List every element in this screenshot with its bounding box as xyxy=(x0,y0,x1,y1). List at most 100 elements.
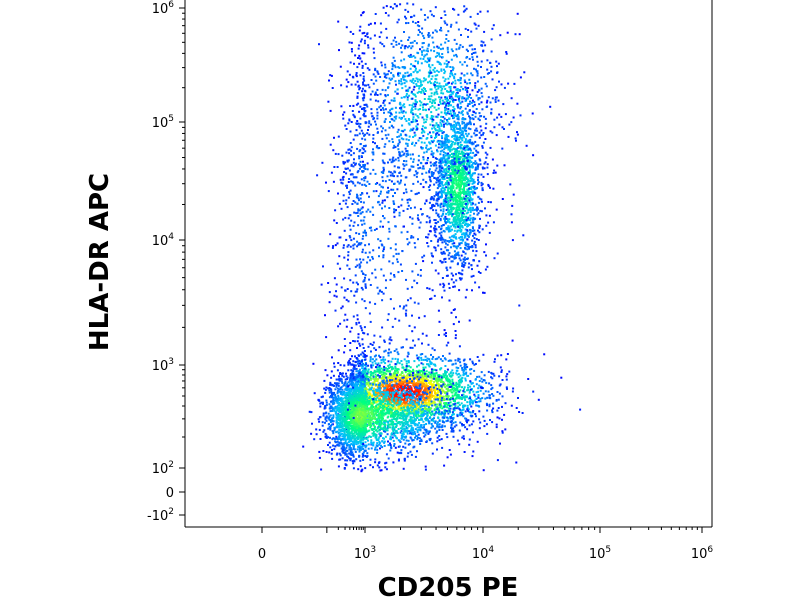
data-point xyxy=(401,403,404,406)
data-point xyxy=(385,383,388,386)
data-point xyxy=(360,425,363,428)
data-point xyxy=(377,439,380,442)
data-point xyxy=(481,380,484,383)
data-point xyxy=(416,393,419,396)
data-point xyxy=(469,368,471,371)
data-point xyxy=(412,375,415,378)
data-point xyxy=(469,358,472,361)
data-point xyxy=(364,401,367,404)
data-point xyxy=(393,418,396,420)
data-point xyxy=(493,360,496,363)
data-point xyxy=(474,395,477,398)
data-point xyxy=(385,370,388,373)
data-point xyxy=(372,364,375,367)
data-point xyxy=(396,374,398,377)
data-point xyxy=(384,466,387,469)
data-point xyxy=(380,422,383,425)
data-point xyxy=(418,395,421,398)
data-point xyxy=(368,397,371,400)
data-point xyxy=(458,381,461,384)
data-point xyxy=(434,398,437,401)
data-point xyxy=(401,425,404,428)
data-point xyxy=(385,397,388,400)
data-point xyxy=(352,455,355,458)
data-point xyxy=(466,407,469,409)
data-point xyxy=(418,389,421,391)
data-point xyxy=(362,420,365,423)
data-point xyxy=(331,356,333,359)
data-point xyxy=(353,460,356,463)
data-point xyxy=(347,407,350,410)
data-point xyxy=(472,390,475,393)
data-point xyxy=(337,432,340,435)
data-point xyxy=(497,398,500,401)
data-point xyxy=(346,444,349,447)
data-point xyxy=(358,387,361,390)
data-point xyxy=(491,377,494,380)
data-point xyxy=(433,417,435,420)
data-point xyxy=(486,409,489,412)
data-point xyxy=(423,435,426,438)
data-point xyxy=(345,325,348,328)
data-point xyxy=(369,408,372,411)
data-point xyxy=(345,438,347,441)
data-point xyxy=(387,423,390,426)
data-point xyxy=(427,406,430,409)
data-point xyxy=(368,407,371,410)
data-point xyxy=(378,424,381,427)
data-point xyxy=(370,403,373,406)
data-point xyxy=(385,391,388,394)
data-point xyxy=(369,382,372,385)
data-point xyxy=(420,440,423,442)
data-point xyxy=(418,402,420,405)
data-point xyxy=(384,428,387,431)
data-point xyxy=(388,370,391,373)
data-point xyxy=(409,424,412,427)
data-point xyxy=(422,393,425,396)
data-point xyxy=(399,398,402,400)
data-point xyxy=(392,439,395,442)
data-point xyxy=(501,418,503,421)
data-point xyxy=(347,433,350,436)
data-point xyxy=(395,404,398,407)
data-point xyxy=(470,398,473,401)
data-point xyxy=(423,412,426,415)
data-point xyxy=(356,358,359,361)
data-point xyxy=(370,441,373,444)
data-point xyxy=(449,398,452,401)
data-point xyxy=(345,442,348,445)
data-point xyxy=(454,402,457,405)
data-point xyxy=(434,421,437,424)
data-point xyxy=(428,371,431,374)
data-point xyxy=(364,364,366,367)
data-point xyxy=(327,444,329,446)
data-point xyxy=(414,455,417,458)
data-point xyxy=(379,469,382,472)
data-point xyxy=(462,396,464,399)
data-point xyxy=(479,386,482,389)
data-point xyxy=(412,446,415,449)
data-point xyxy=(446,406,449,409)
data-point xyxy=(339,422,341,425)
data-point xyxy=(367,379,370,382)
data-point xyxy=(364,417,367,420)
data-point xyxy=(424,384,427,387)
data-point xyxy=(370,366,373,369)
data-point xyxy=(448,373,451,376)
data-point xyxy=(332,374,335,377)
data-point xyxy=(476,375,479,378)
data-point xyxy=(330,376,333,379)
data-point xyxy=(397,394,400,397)
data-point xyxy=(469,411,472,414)
data-point xyxy=(407,385,410,388)
data-point xyxy=(454,337,457,340)
data-point xyxy=(375,401,378,403)
data-point xyxy=(338,388,341,391)
data-point xyxy=(431,370,434,373)
data-point xyxy=(351,381,354,384)
data-point xyxy=(498,392,501,395)
data-point xyxy=(385,453,388,456)
data-point xyxy=(338,437,341,440)
data-point xyxy=(414,423,417,426)
data-point xyxy=(358,359,361,362)
